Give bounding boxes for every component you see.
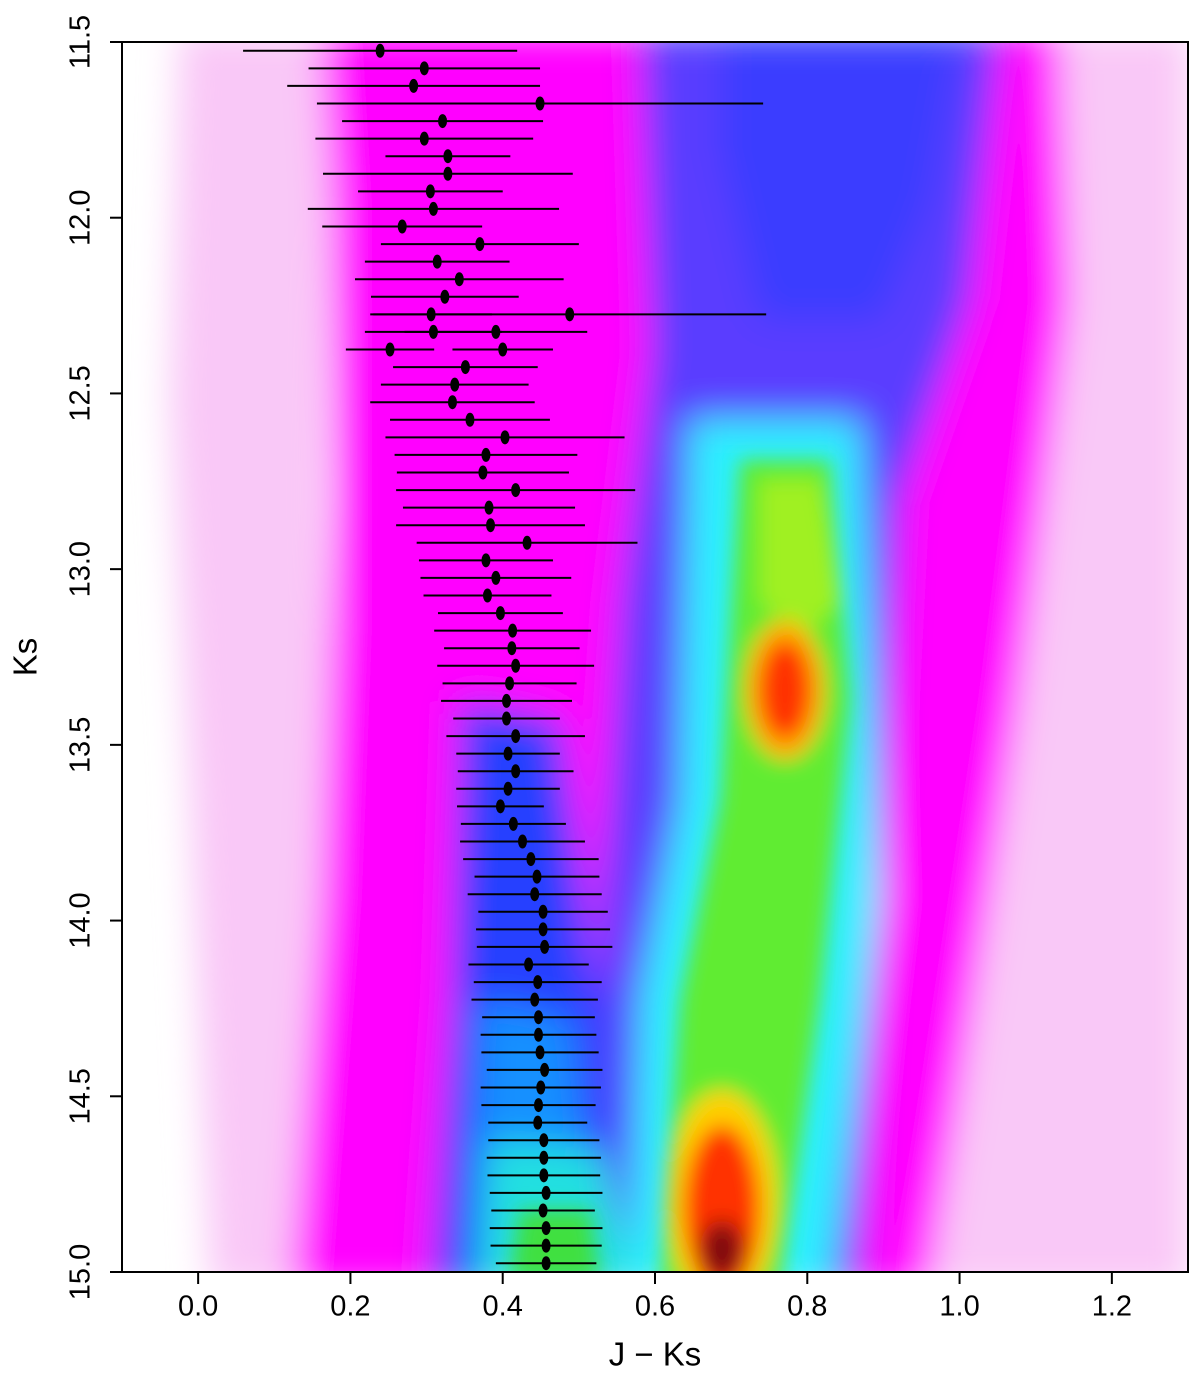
data-point xyxy=(500,430,510,445)
data-point xyxy=(503,746,513,761)
data-point xyxy=(481,447,491,462)
data-point xyxy=(443,149,453,164)
data-point xyxy=(502,711,512,726)
y-axis-label: Ks xyxy=(7,638,44,677)
data-point xyxy=(540,1062,550,1077)
data-point xyxy=(495,606,505,621)
data-point xyxy=(438,114,448,129)
data-point xyxy=(507,641,517,656)
y-tick-label: 15.0 xyxy=(65,1244,97,1300)
data-point xyxy=(440,289,450,304)
data-point xyxy=(541,1256,551,1271)
data-point xyxy=(428,201,438,216)
data-point xyxy=(511,729,521,744)
y-tick-label: 13.5 xyxy=(65,717,97,773)
data-point xyxy=(385,342,395,357)
data-point xyxy=(511,483,521,498)
data-point xyxy=(530,992,540,1007)
x-tick-label: 0.6 xyxy=(635,1291,675,1323)
data-point xyxy=(454,272,464,287)
data-point xyxy=(484,500,494,515)
x-tick-label: 1.0 xyxy=(939,1291,979,1323)
data-point xyxy=(534,1098,544,1113)
data-point xyxy=(426,307,436,322)
data-point xyxy=(541,1185,551,1200)
data-point xyxy=(495,799,505,814)
data-point xyxy=(535,1045,545,1060)
data-point xyxy=(505,676,515,691)
data-point xyxy=(432,254,442,269)
data-point xyxy=(502,693,512,708)
x-tick-label: 1.2 xyxy=(1092,1291,1132,1323)
data-point xyxy=(491,324,501,339)
data-point xyxy=(565,307,575,322)
data-point xyxy=(503,781,513,796)
data-point xyxy=(465,412,475,427)
data-point xyxy=(532,869,542,884)
y-tick-label: 11.5 xyxy=(65,15,97,69)
data-point xyxy=(478,465,488,480)
x-tick-label: 0.2 xyxy=(330,1291,370,1323)
data-point xyxy=(539,1168,549,1183)
data-point xyxy=(375,43,385,58)
data-point xyxy=(538,922,548,937)
y-tick-label: 12.0 xyxy=(65,189,97,245)
data-point xyxy=(541,1238,551,1253)
data-point xyxy=(460,360,470,375)
x-axis-label: J − Ks xyxy=(609,1336,702,1373)
data-point xyxy=(482,588,492,603)
data-point xyxy=(486,518,496,533)
data-point xyxy=(534,1010,544,1025)
data-point xyxy=(538,1203,548,1218)
data-point xyxy=(530,887,540,902)
data-point xyxy=(475,237,485,252)
data-point xyxy=(540,939,550,954)
data-point xyxy=(511,658,521,673)
x-tick-label: 0.0 xyxy=(178,1291,218,1323)
y-tick-label: 13.0 xyxy=(65,541,97,597)
data-point xyxy=(419,61,429,76)
y-tick-label: 14.0 xyxy=(65,892,97,948)
data-point xyxy=(534,1027,544,1042)
data-point xyxy=(447,395,457,410)
data-point xyxy=(425,184,435,199)
data-point xyxy=(522,535,532,550)
data-point xyxy=(541,1221,551,1236)
x-tick-label: 0.8 xyxy=(787,1291,827,1323)
data-point xyxy=(397,219,407,234)
data-point xyxy=(533,975,543,990)
data-point xyxy=(491,570,501,585)
data-point xyxy=(511,764,521,779)
data-point xyxy=(419,131,429,146)
y-tick-label: 14.5 xyxy=(65,1068,97,1124)
data-point xyxy=(539,1133,549,1148)
data-point xyxy=(539,1150,549,1165)
data-point xyxy=(524,957,534,972)
data-point xyxy=(498,342,508,357)
x-tick-label: 0.4 xyxy=(483,1291,523,1323)
density-map xyxy=(122,42,1188,1272)
y-tick-label: 12.5 xyxy=(65,365,97,421)
data-point xyxy=(526,852,536,867)
data-point xyxy=(533,1115,543,1130)
data-point xyxy=(535,96,545,111)
data-point xyxy=(409,78,419,93)
data-point xyxy=(443,166,453,181)
data-point xyxy=(450,377,460,392)
data-point xyxy=(508,816,518,831)
data-point xyxy=(481,553,491,568)
data-point xyxy=(508,623,518,638)
data-point xyxy=(518,834,528,849)
data-point xyxy=(538,904,548,919)
data-point xyxy=(536,1080,546,1095)
